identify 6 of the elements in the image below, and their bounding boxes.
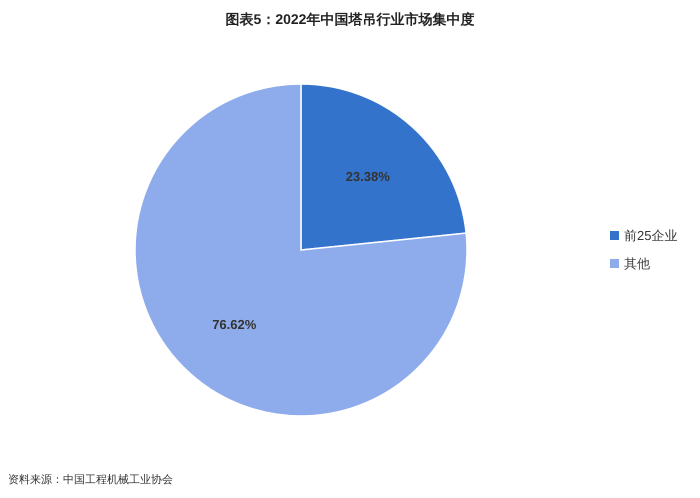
legend-label: 其他 <box>624 256 650 271</box>
legend-label: 前25企业 <box>624 228 678 243</box>
data-label: 23.38% <box>346 169 390 184</box>
text: 资料来源：中国工程机械工业协会 <box>8 473 173 486</box>
chart-title: 图表5：2022年中国塔吊行业市场集中度 <box>226 11 474 27</box>
data-label: 76.62% <box>212 316 257 332</box>
